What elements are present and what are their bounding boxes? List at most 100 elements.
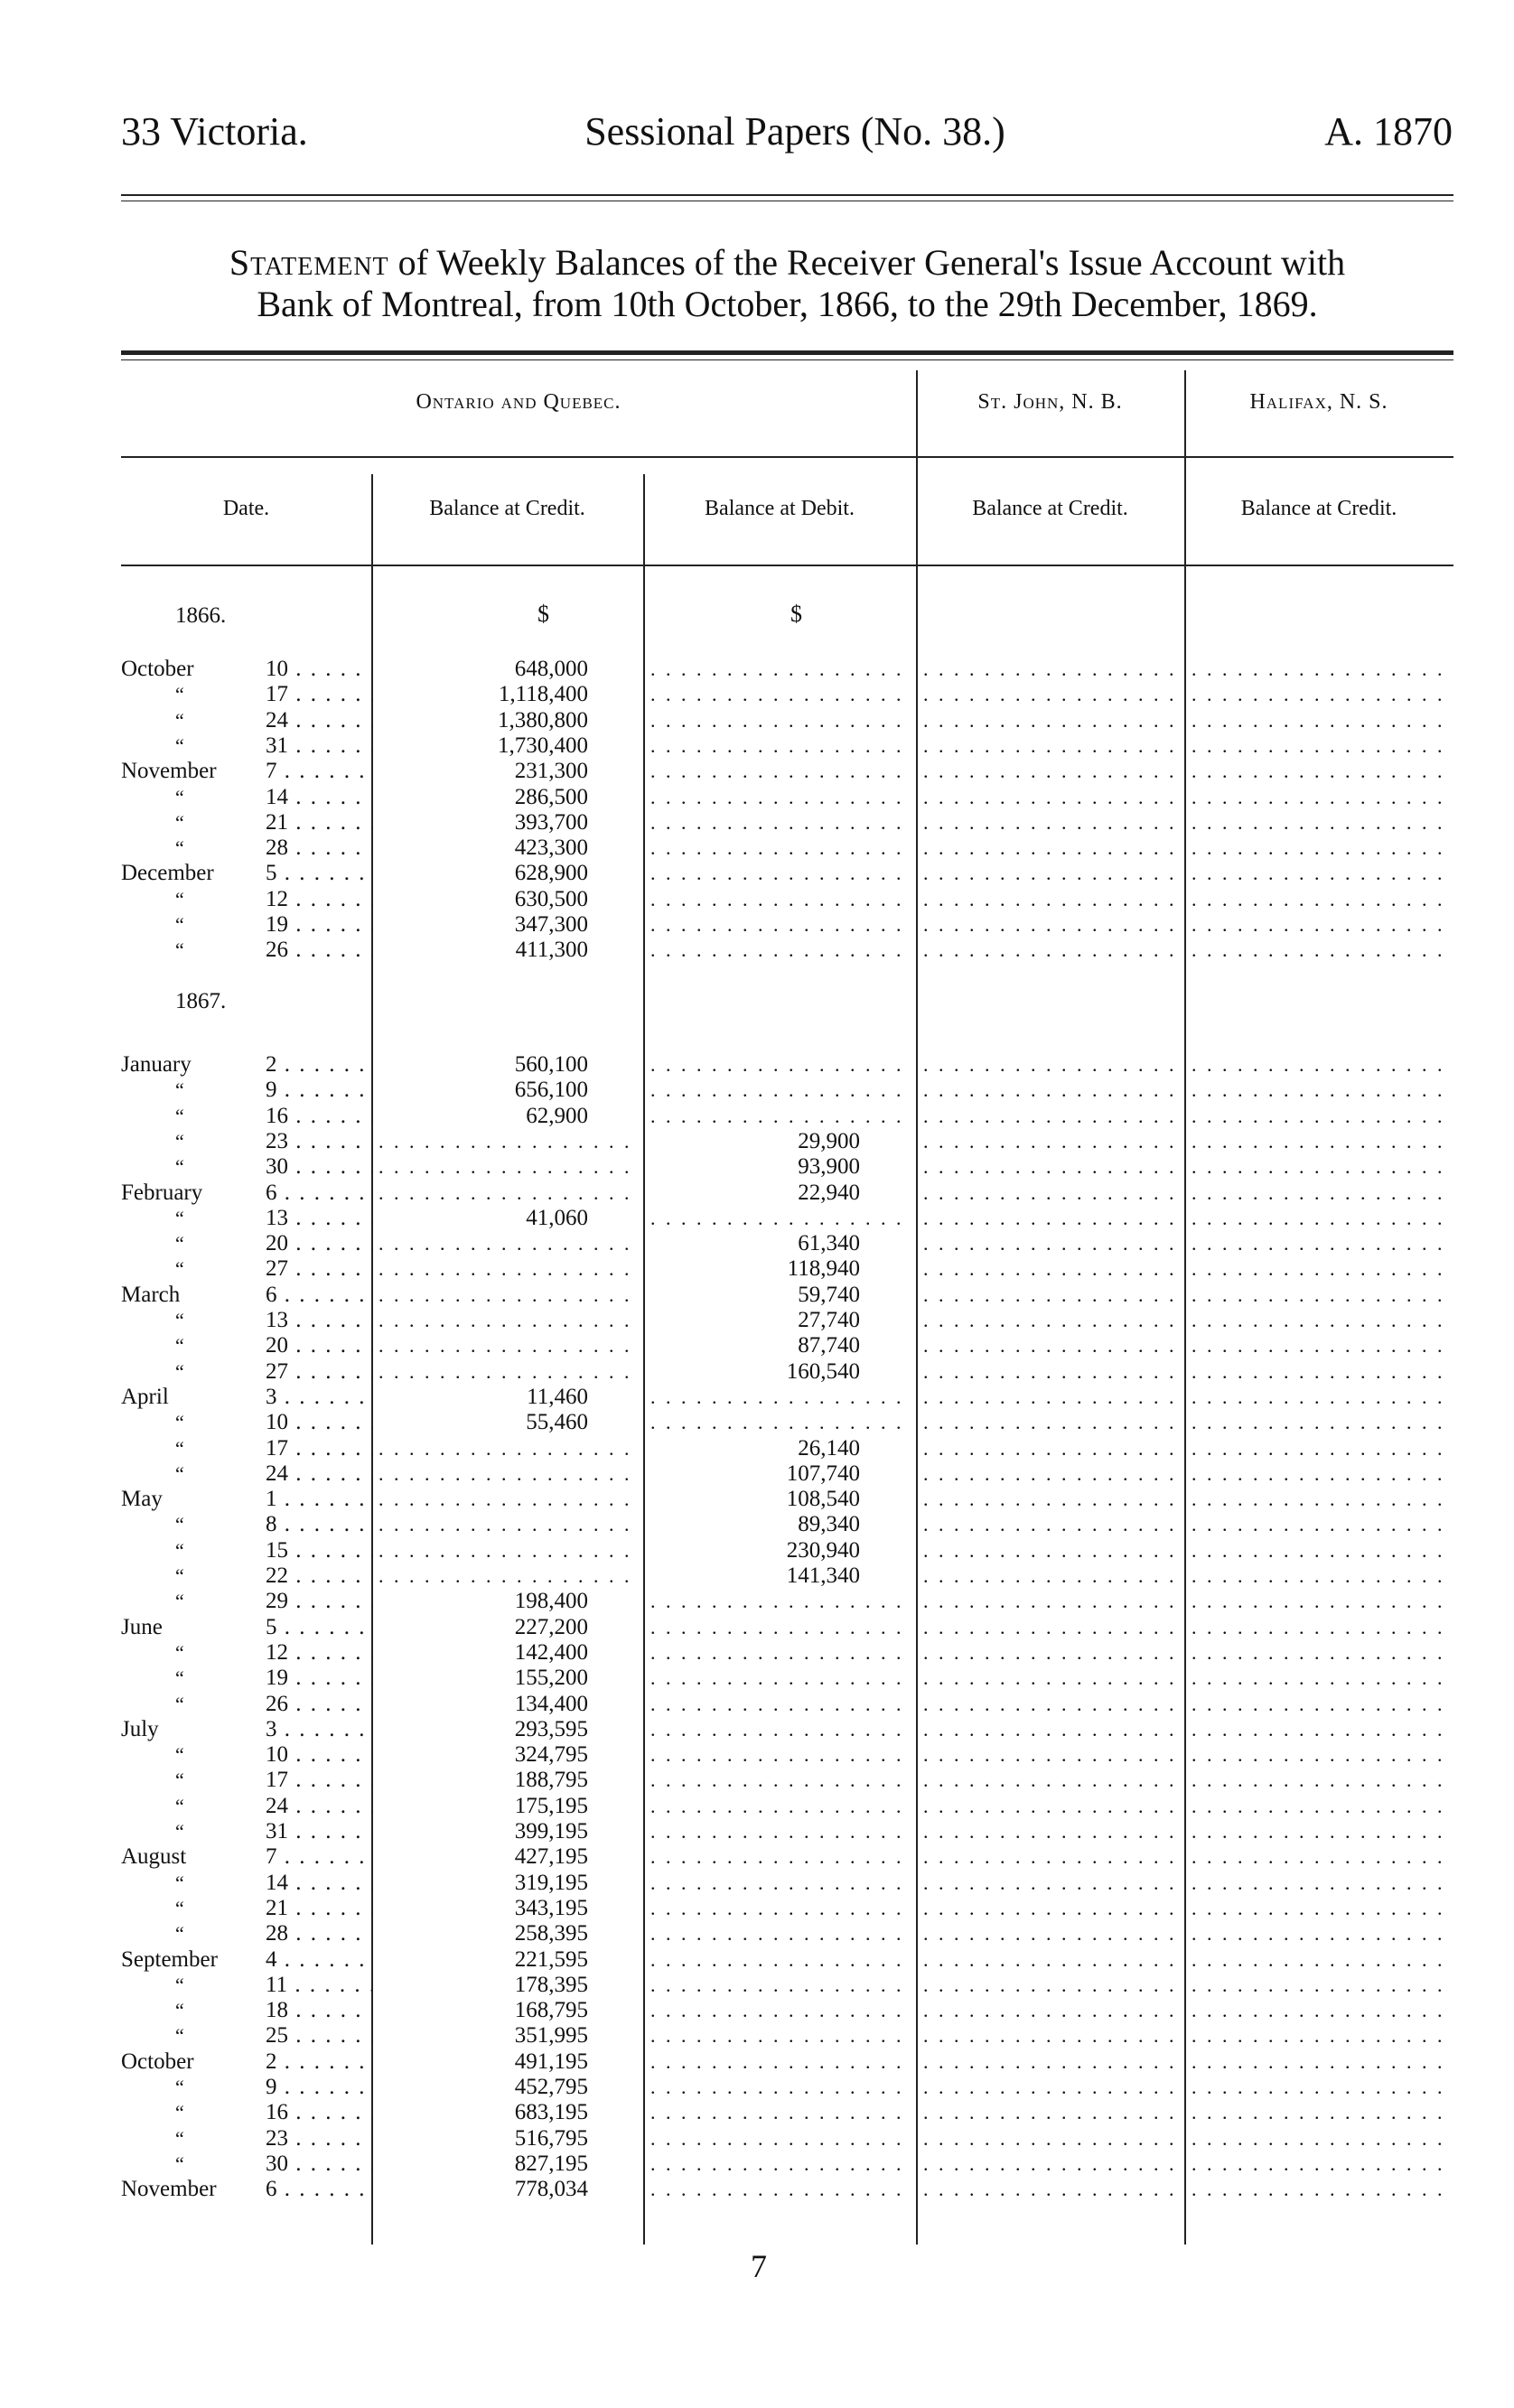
empty-leader: . . . . . . . . . . . . . . . . . . . . … (650, 1206, 908, 1229)
empty-leader: . . . . . . . . . . . . . . . . . . . . … (1192, 1181, 1449, 1204)
empty-leader: . . . . . . . . . . . . . . . . . . . . … (1192, 1232, 1449, 1255)
empty-leader: . . . . . . . . . . . . . . . . . . . . … (650, 1385, 908, 1408)
row-month: “ (175, 2151, 184, 2175)
empty-leader: . . . . . . . . . . . . . . . . . . . . … (1192, 1896, 1449, 1919)
table-row: “ 13 . . . . . . . . . . . . . . . . . . .… (121, 1308, 1453, 1333)
table-row: April 3 11,460 . . . . . . . . . . . . . . … (121, 1385, 1453, 1410)
balance-credit: 293,595 (514, 1716, 588, 1741)
empty-leader: . . . . . . . . . . . . . . . . . . . . … (923, 658, 1181, 680)
balance-debit: 29,900 (798, 1128, 860, 1153)
empty-leader: . . . . . . . . . . . . . . . . . . . . … (378, 1334, 636, 1358)
empty-leader: . . . . . . . . . . . . . . . . . . . . … (923, 2178, 1181, 2201)
balance-credit: 286,500 (514, 784, 588, 809)
table-row: “ 28 423,300 . . . . . . . . . . . . . . . … (121, 835, 1453, 861)
empty-leader: . . . . . . . . . . . . . . . . . . . . … (650, 1922, 908, 1946)
empty-leader: . . . . . . . . . . . . . . . . . . . . … (923, 862, 1181, 885)
empty-leader: . . . . . . . . . . . . . . . . . . . . … (1192, 1973, 1449, 1996)
row-day: 28 (266, 835, 372, 861)
empty-leader: . . . . . . . . . . . . . . . . . . . . … (378, 1359, 636, 1383)
balance-credit: 516,795 (514, 2125, 588, 2151)
empty-leader: . . . . . . . . . . . . . . . . . . . . … (923, 1769, 1181, 1792)
balance-credit: 452,795 (514, 2075, 588, 2099)
empty-leader: . . . . . . . . . . . . . . . . . . . . … (1192, 2049, 1449, 2073)
empty-leader: . . . . . . . . . . . . . . . . . . . . … (1192, 1794, 1449, 1817)
empty-leader: . . . . . . . . . . . . . . . . . . . . … (1192, 760, 1449, 783)
row-day: 1 (266, 1487, 372, 1512)
empty-leader: . . . . . . . . . . . . . . . . . . . . … (1192, 1411, 1449, 1434)
row-day: 23 (266, 1129, 372, 1154)
empty-leader: . . . . . . . . . . . . . . . . . . . . … (923, 708, 1181, 732)
empty-leader: . . . . . . . . . . . . . . . . . . . . … (1192, 1820, 1449, 1843)
header-rule (121, 194, 1453, 196)
empty-leader: . . . . . . . . . . . . . . . . . . . . … (1192, 836, 1449, 860)
empty-leader: . . . . . . . . . . . . . . . . . . . . … (650, 836, 908, 860)
table-row: “ 21 393,700 . . . . . . . . . . . . . . . … (121, 810, 1453, 835)
row-day: 2 (266, 1052, 372, 1078)
empty-leader: . . . . . . . . . . . . . . . . . . . . … (650, 938, 908, 962)
empty-leader: . . . . . . . . . . . . . . . . . . . . … (1192, 1206, 1449, 1229)
row-month: “ (175, 1155, 184, 1179)
table-row: “ 25 351,995 . . . . . . . . . . . . . . . … (121, 2023, 1453, 2049)
group-ontario-quebec: Ontario and Quebec. (416, 390, 621, 414)
empty-leader: . . . . . . . . . . . . . . . . . . . . … (1192, 1078, 1449, 1102)
empty-leader: . . . . . . . . . . . . . . . . . . . . … (378, 1155, 636, 1179)
table-row: March 6 . . . . . . . . . . . . . . . . . … (121, 1283, 1453, 1308)
balance-credit: 231,300 (514, 759, 588, 784)
row-month: “ (175, 1794, 184, 1817)
year-heading: 1866. (175, 603, 227, 628)
title-lead: Statement (229, 242, 389, 283)
row-day: 27 (266, 1256, 372, 1282)
balance-debit: 87,740 (798, 1333, 860, 1358)
table-row: “ 9 452,795 . . . . . . . . . . . . . . . .… (121, 2075, 1453, 2100)
row-day: 25 (266, 2023, 372, 2049)
balance-credit: 393,700 (514, 809, 588, 835)
empty-leader: . . . . . . . . . . . . . . . . . . . . … (650, 1717, 908, 1741)
empty-leader: . . . . . . . . . . . . . . . . . . . . … (1192, 1769, 1449, 1792)
empty-leader: . . . . . . . . . . . . . . . . . . . . … (1192, 1488, 1449, 1511)
balance-credit: 11,460 (527, 1384, 588, 1409)
empty-leader: . . . . . . . . . . . . . . . . . . . . … (1192, 810, 1449, 834)
row-month: “ (175, 1640, 184, 1664)
row-day: 9 (266, 2075, 372, 2100)
table-row: “17. . . . . . . . . . . . . . . . . . .… (121, 1436, 1453, 1461)
balance-debit: 118,940 (787, 1256, 860, 1282)
row-day: 7 (266, 759, 372, 784)
empty-leader: . . . . . . . . . . . . . . . . . . . . … (1192, 2151, 1449, 2175)
table-row: “30. . . . . . . . . . . . . . . . . . .… (121, 1154, 1453, 1180)
table-row: “ 27. . . . . . . . . . . . . . . . . . .… (121, 1359, 1453, 1385)
column-line (1184, 370, 1186, 2245)
row-month: “ (175, 1973, 184, 1996)
empty-leader: . . . . . . . . . . . . . . . . . . . . … (650, 1820, 908, 1843)
empty-leader: . . . . . . . . . . . . . . . . . . . . … (650, 862, 908, 885)
row-day: 27 (266, 1359, 372, 1385)
balance-debit: 59,740 (798, 1282, 860, 1307)
balance-debit: 22,940 (798, 1180, 860, 1205)
row-day: 5 (266, 861, 372, 886)
row-day: 20 (266, 1231, 372, 1256)
empty-leader: . . . . . . . . . . . . . . . . . . . . … (923, 1845, 1181, 1869)
row-month: “ (175, 1359, 184, 1383)
balance-credit: 188,795 (514, 1768, 588, 1793)
row-day: 31 (266, 1819, 372, 1844)
row-month: January (121, 1052, 192, 1077)
title-line2: Bank of Montreal, from 10th October, 186… (257, 284, 1318, 324)
empty-leader: . . . . . . . . . . . . . . . . . . . . … (650, 887, 908, 910)
balance-credit: 1,380,800 (498, 707, 588, 733)
empty-leader: . . . . . . . . . . . . . . . . . . . . … (1192, 1615, 1449, 1638)
column-line (916, 370, 918, 2245)
empty-leader: . . . . . . . . . . . . . . . . . . . . … (1192, 1129, 1449, 1153)
empty-leader: . . . . . . . . . . . . . . . . . . . . … (923, 810, 1181, 834)
empty-leader: . . . . . . . . . . . . . . . . . . . . … (378, 1257, 636, 1281)
empty-leader: . . . . . . . . . . . . . . . . . . . . … (923, 1436, 1181, 1460)
empty-leader: . . . . . . . . . . . . . . . . . . . . … (1192, 1257, 1449, 1281)
row-day: 6 (266, 1283, 372, 1308)
empty-leader: . . . . . . . . . . . . . . . . . . . . … (923, 1181, 1181, 1204)
row-day: 30 (266, 1154, 372, 1180)
balance-credit: 227,200 (514, 1614, 588, 1639)
empty-leader: . . . . . . . . . . . . . . . . . . . . … (1192, 1053, 1449, 1076)
table-row: February 6 . . . . . . . . . . . . . . . .… (121, 1181, 1453, 1206)
balance-debit: 107,740 (786, 1461, 860, 1486)
empty-leader: . . . . . . . . . . . . . . . . . . . . … (1192, 1513, 1449, 1536)
empty-leader: . . . . . . . . . . . . . . . . . . . . … (923, 1155, 1181, 1179)
empty-leader: . . . . . . . . . . . . . . . . . . . . … (923, 1053, 1181, 1076)
